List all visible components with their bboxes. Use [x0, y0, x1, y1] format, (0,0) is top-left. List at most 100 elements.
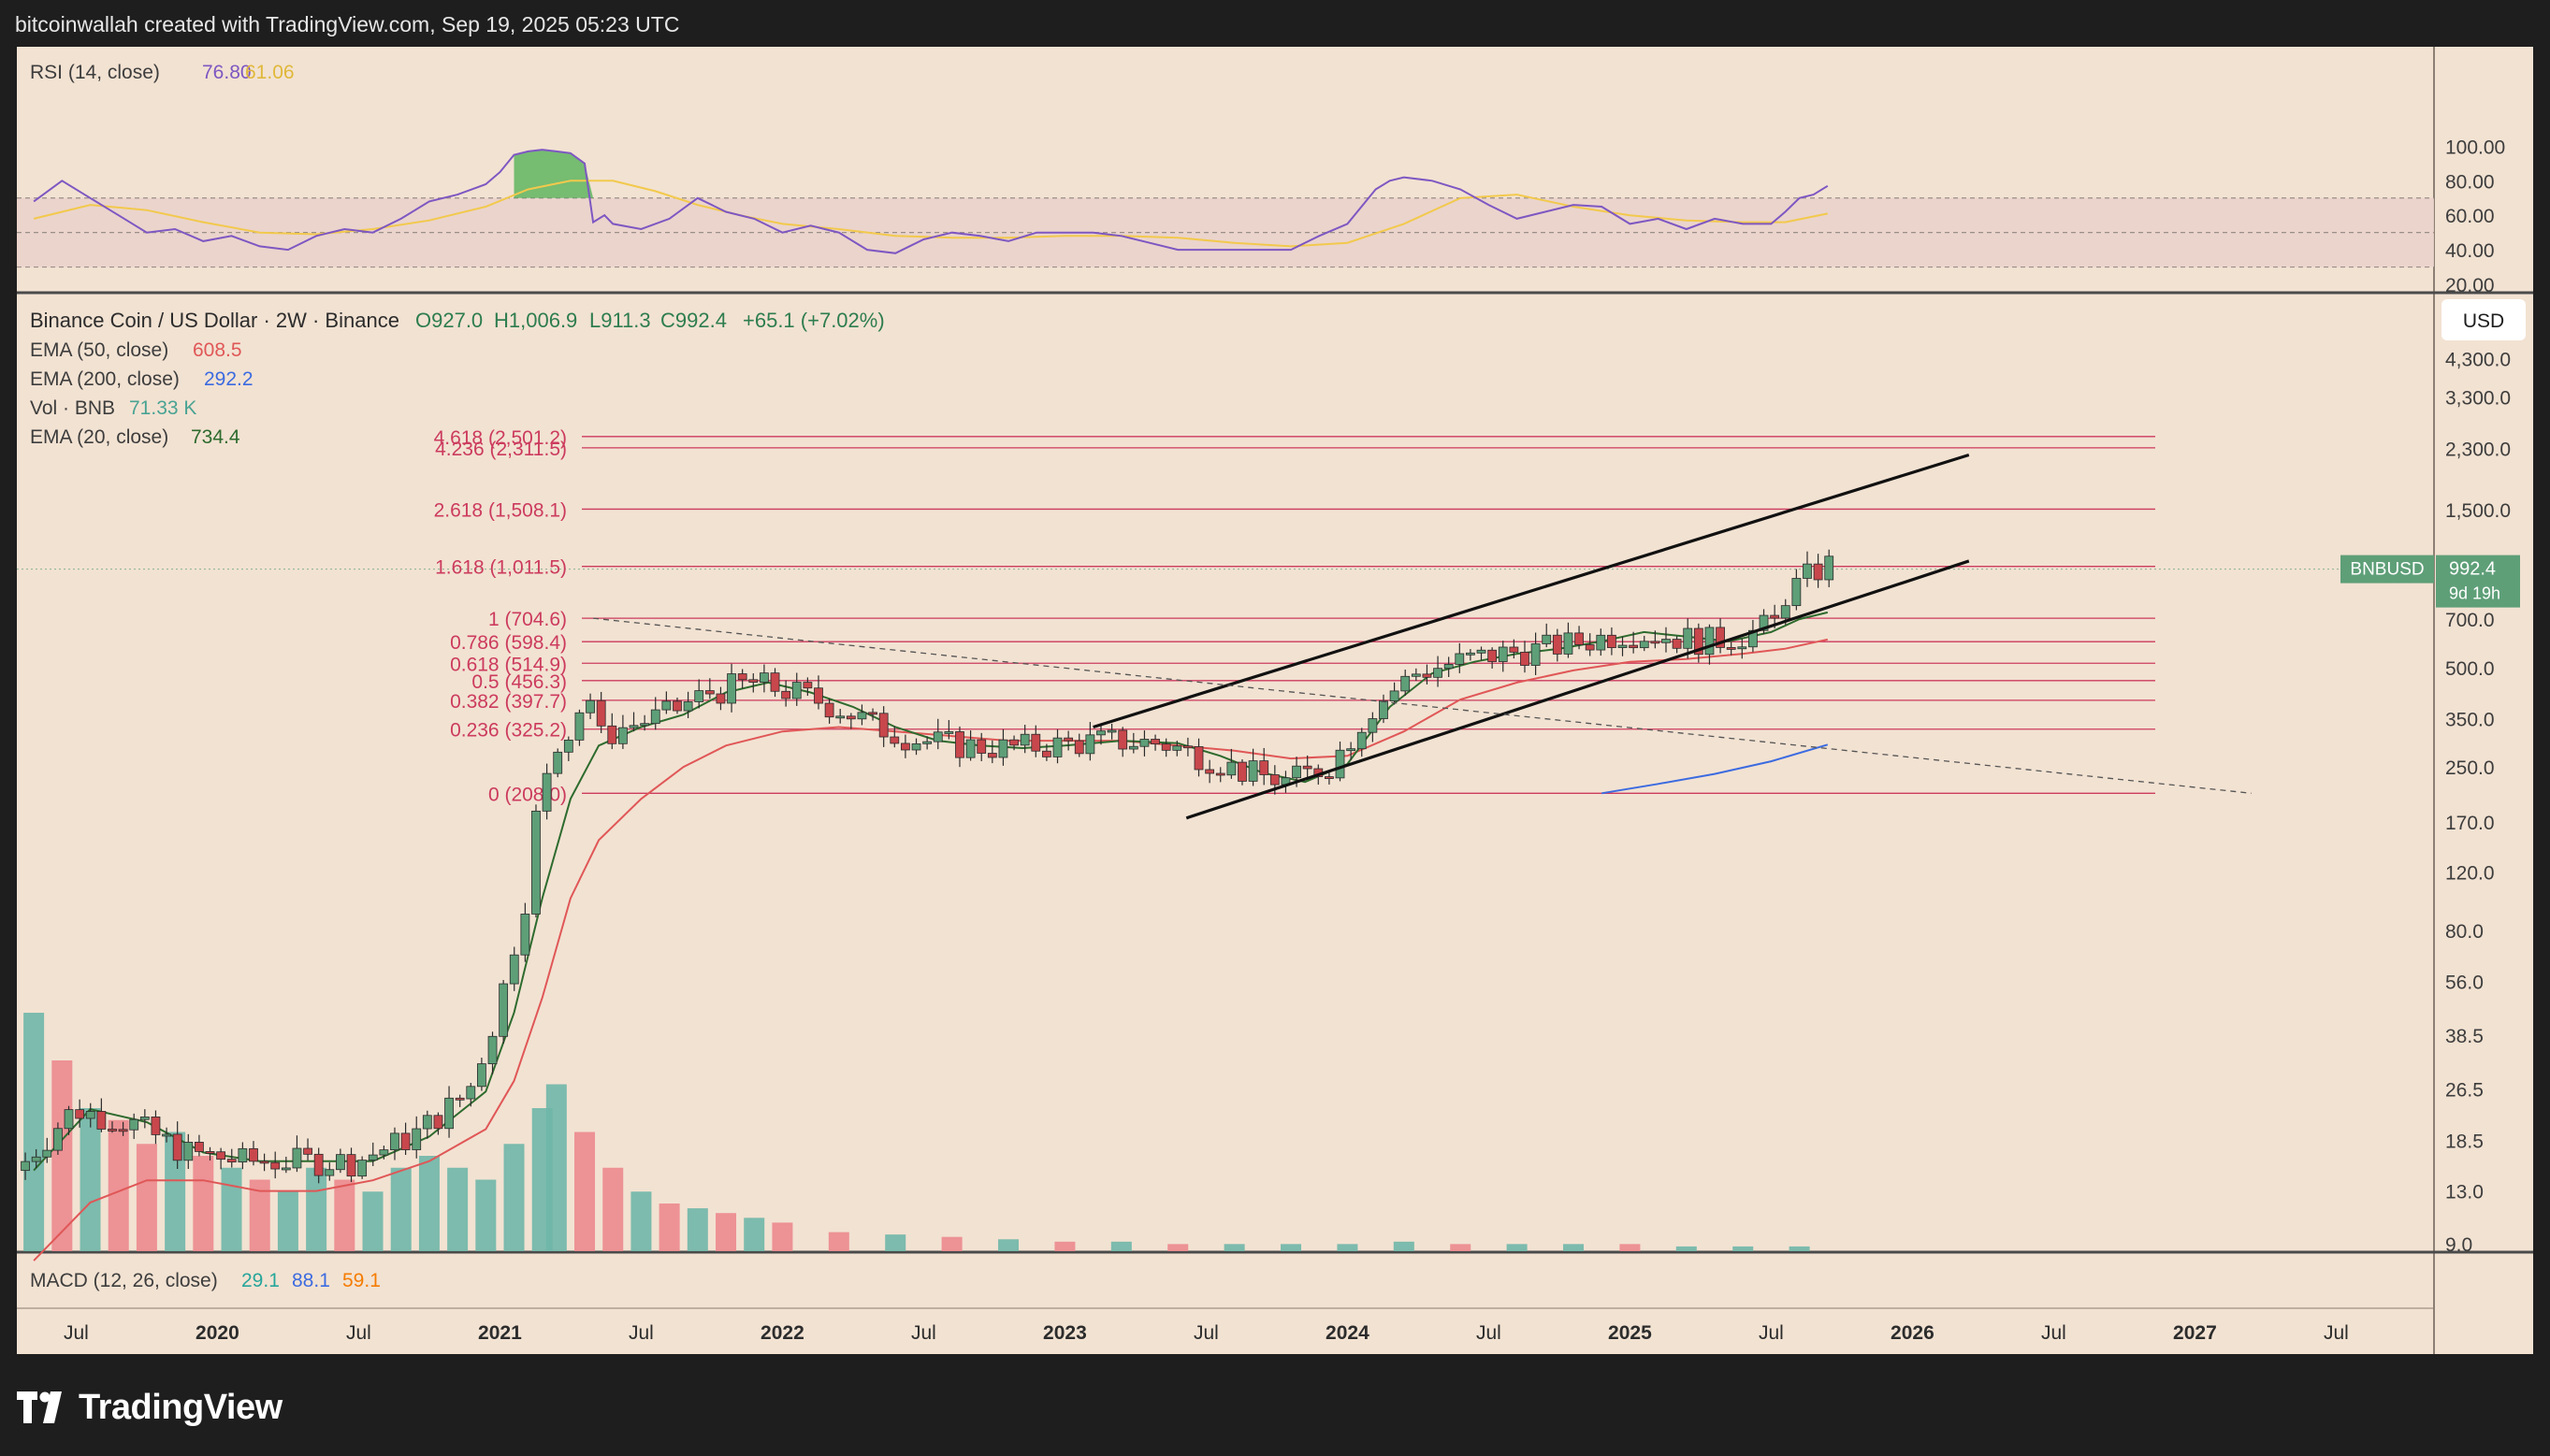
price-tick-label: 250.0: [2445, 757, 2495, 779]
candle-down: [1151, 739, 1160, 744]
volume-bar: [1450, 1244, 1471, 1251]
candle-down: [226, 1159, 237, 1163]
currency-button[interactable]: USD: [2441, 299, 2526, 340]
candle-up: [640, 723, 650, 727]
candle-up: [1020, 733, 1030, 746]
candle-up: [661, 700, 672, 711]
volume-bar: [362, 1191, 384, 1251]
candle-down: [455, 1097, 465, 1101]
time-axis-label: Jul: [1759, 1322, 1784, 1344]
price-tick-label: 26.5: [2445, 1079, 2484, 1101]
candle-down: [878, 713, 889, 738]
candle-up: [1466, 652, 1475, 656]
fib-level-label: 0 (208.0): [488, 784, 567, 805]
candle-down: [1672, 639, 1682, 649]
trendline-channel-lower: [1185, 559, 1970, 820]
candle-up: [1498, 646, 1508, 662]
candle-down: [868, 712, 877, 715]
macd-legend-macd: 88.1: [292, 1270, 330, 1291]
price-tick-label: 3,300.0: [2445, 387, 2511, 409]
candle-down: [1009, 739, 1019, 746]
badge-value: 992.4: [2449, 559, 2496, 580]
volume-bar: [828, 1232, 849, 1251]
candle-up: [760, 672, 769, 683]
candle-down: [346, 1154, 356, 1177]
candle-up: [1139, 739, 1150, 747]
fib-level-label: 0.382 (397.7): [450, 691, 567, 713]
candle-down: [433, 1115, 443, 1130]
price-tick-label: 80.0: [2445, 921, 2484, 943]
candle-down: [1064, 737, 1074, 742]
candle-up: [1704, 627, 1715, 656]
candle-up: [42, 1149, 52, 1158]
fib-level-label: 4.236 (2,311.5): [435, 439, 567, 460]
candle-down: [1585, 644, 1595, 651]
candle-up: [1803, 563, 1812, 579]
candle-up: [1389, 690, 1399, 701]
time-axis-label: 2023: [1043, 1322, 1087, 1344]
candle-up: [1563, 632, 1573, 655]
volume-bar: [136, 1144, 157, 1251]
candle-down: [216, 1151, 226, 1160]
candle-up: [911, 742, 921, 751]
volume-bar: [193, 1156, 214, 1251]
volume-bar: [447, 1167, 469, 1251]
time-axis-label: Jul: [629, 1322, 654, 1344]
candle-up: [965, 739, 976, 758]
candle-up: [1052, 737, 1063, 757]
volume-bar: [23, 1013, 45, 1251]
candle-down: [1194, 746, 1204, 771]
candle-up: [1759, 614, 1769, 631]
candle-up: [1379, 700, 1388, 719]
vol-legend-value: 71.33 K: [129, 397, 196, 419]
candle-down: [1552, 634, 1562, 655]
candle-down: [977, 739, 987, 754]
candle-down: [1650, 641, 1660, 644]
ema50-legend-name: EMA (50, close): [30, 339, 168, 361]
candle-down: [1607, 634, 1616, 648]
volume-bar: [630, 1191, 652, 1251]
volume-bar: [390, 1167, 412, 1251]
volume-bar: [334, 1179, 355, 1251]
badge-symbol: BNBUSD: [2350, 560, 2424, 580]
candle-up: [390, 1132, 399, 1151]
candle-up: [53, 1128, 63, 1151]
price-tick-label: 9.0: [2445, 1234, 2472, 1256]
trendline-descending-dashed: [593, 617, 2252, 794]
volume-bar: [418, 1156, 440, 1251]
tradingview-wordmark: TradingView: [79, 1387, 283, 1427]
candle-up: [412, 1128, 422, 1150]
fib-level-label: 0.618 (514.9): [450, 654, 567, 675]
volume-bar: [545, 1084, 567, 1251]
rsi-legend-ma: 61.06: [245, 62, 295, 83]
price-tick-label: 500.0: [2445, 658, 2495, 680]
candle-up: [1476, 649, 1486, 654]
price-tick-label: 120.0: [2445, 863, 2495, 885]
candle-down: [259, 1160, 269, 1164]
candle-up: [563, 739, 573, 753]
candle-up: [553, 751, 563, 774]
candle-up: [1346, 748, 1356, 752]
candle-up: [998, 739, 1008, 758]
volume-bar: [1506, 1244, 1528, 1251]
rsi-tick-label: 20.00: [2445, 275, 2495, 296]
candle-up: [683, 701, 693, 712]
tradingview-logo-icon: [17, 1391, 69, 1423]
ohlc-change: +65.1 (+7.02%): [743, 309, 885, 332]
rsi-legend: RSI (14, close) 76.80 61.06: [30, 62, 295, 83]
candle-up: [336, 1154, 345, 1171]
time-axis-label: 2024: [1326, 1322, 1369, 1344]
tradingview-logo[interactable]: TradingView: [17, 1384, 283, 1431]
time-axis-label: Jul: [911, 1322, 936, 1344]
candle-down: [901, 742, 910, 751]
price-tick-label: 700.0: [2445, 610, 2495, 631]
candle-up: [1411, 673, 1421, 677]
candle-up: [292, 1147, 302, 1169]
fib-level-label: 4.618 (2,501.2): [434, 427, 567, 449]
candle-down: [1259, 760, 1269, 775]
right-axis-bg: [2434, 47, 2533, 1354]
candle-down: [748, 679, 759, 683]
candle-down: [1074, 740, 1084, 755]
candle-up: [139, 1117, 150, 1120]
